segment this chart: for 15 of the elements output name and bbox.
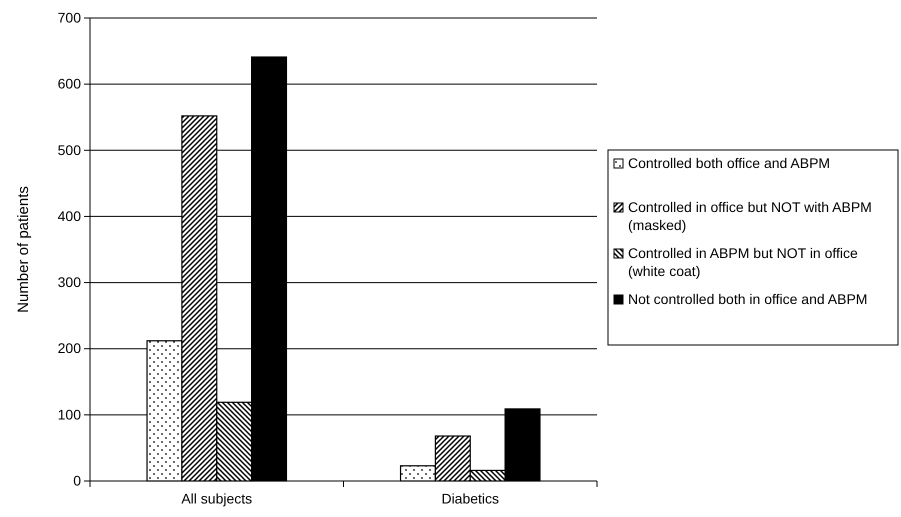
- y-tick-label: 0: [73, 472, 82, 488]
- y-tick-label: 300: [58, 274, 82, 290]
- y-tick-label: 600: [58, 76, 82, 92]
- x-tick-label: All subjects: [181, 490, 252, 507]
- legend-label: Not controlled both in office and ABPM: [628, 291, 868, 307]
- y-tick-label: 500: [58, 142, 82, 158]
- legend-label: Controlled both office and ABPM: [628, 155, 830, 171]
- y-tick-label: 700: [58, 9, 82, 26]
- x-tick-label: Diabetics: [441, 490, 500, 507]
- legend-label: Controlled in ABPM but NOT in office (white coat): [628, 245, 858, 279]
- y-axis-title: Number of patients: [15, 186, 32, 313]
- y-tick-label: 200: [58, 340, 82, 356]
- legend-label: Controlled in office but NOT with ABPM (masked): [628, 199, 872, 233]
- y-tick-label: 400: [58, 208, 82, 224]
- y-tick-label: 100: [58, 406, 82, 422]
